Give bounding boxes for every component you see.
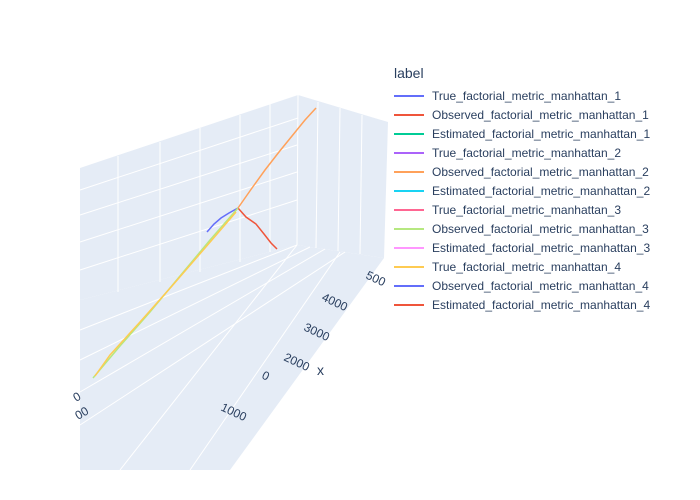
floor-pane — [80, 245, 384, 470]
legend-label: Observed_factorial_metric_manhattan_3 — [432, 221, 649, 236]
legend-entry[interactable]: Estimated_factorial_metric_manhattan_3 — [394, 238, 694, 257]
legend-entry[interactable]: True_factorial_metric_manhattan_2 — [394, 143, 694, 162]
gridline — [79, 251, 346, 426]
scene-gridlines — [79, 94, 363, 471]
gridline — [79, 248, 326, 393]
gridline — [79, 244, 298, 331]
legend-entry[interactable]: Observed_factorial_metric_manhattan_3 — [394, 219, 694, 238]
legend-entry[interactable]: Estimated_factorial_metric_manhattan_2 — [394, 181, 694, 200]
legend-swatch — [394, 113, 424, 116]
series-line-5 — [237, 107, 317, 209]
x-axis-title: x — [317, 362, 324, 378]
gridline — [79, 117, 299, 191]
legend-label: Estimated_factorial_metric_manhattan_2 — [432, 183, 651, 198]
legend-entry[interactable]: Observed_factorial_metric_manhattan_4 — [394, 276, 694, 295]
legend-label: True_factorial_metric_manhattan_3 — [432, 202, 621, 217]
legend-swatch — [394, 284, 424, 287]
legend-entry[interactable]: Estimated_factorial_metric_manhattan_4 — [394, 295, 694, 314]
right-pane — [297, 95, 388, 258]
gridline — [119, 244, 298, 471]
legend-swatch — [394, 303, 424, 306]
series-line-10 — [94, 211, 237, 377]
gridline — [79, 171, 298, 243]
legend-label: Observed_factorial_metric_manhattan_1 — [432, 107, 649, 122]
gridline — [79, 246, 311, 361]
legend-swatch — [394, 246, 424, 249]
partial-tick-left-2: 00 — [73, 404, 92, 423]
legend-label: Estimated_factorial_metric_manhattan_1 — [432, 126, 651, 141]
gridline — [79, 144, 298, 216]
legend-label: True_factorial_metric_manhattan_1 — [432, 88, 621, 103]
scene-panes — [80, 95, 388, 470]
legend-entry[interactable]: Observed_factorial_metric_manhattan_2 — [394, 162, 694, 181]
legend-label: True_factorial_metric_manhattan_2 — [432, 145, 621, 160]
gridline — [359, 114, 363, 255]
legend-label: Observed_factorial_metric_manhattan_2 — [432, 164, 649, 179]
legend-swatch — [394, 265, 424, 268]
legend-swatch — [394, 189, 424, 192]
legend-entry[interactable]: True_factorial_metric_manhattan_4 — [394, 257, 694, 276]
legend-swatch — [394, 94, 424, 97]
legend: label True_factorial_metric_manhattan_1 O… — [394, 64, 694, 314]
series-line-2 — [237, 207, 278, 250]
legend-label: Estimated_factorial_metric_manhattan_3 — [432, 240, 651, 255]
x-tick-label: 500 — [364, 268, 388, 289]
legend-entry[interactable]: Observed_factorial_metric_manhattan_1 — [394, 105, 694, 124]
legend-label: True_factorial_metric_manhattan_4 — [432, 259, 621, 274]
gridline — [337, 107, 341, 252]
legend-label: Observed_factorial_metric_manhattan_4 — [432, 278, 649, 293]
legend-swatch — [394, 170, 424, 173]
legend-title: label — [394, 65, 424, 81]
back-pane — [80, 95, 298, 300]
legend-label: Estimated_factorial_metric_manhattan_4 — [432, 297, 651, 312]
gridline — [315, 101, 319, 249]
legend-swatch — [394, 151, 424, 154]
legend-swatch — [394, 227, 424, 230]
legend-swatch — [394, 208, 424, 211]
legend-swatch — [394, 132, 424, 135]
gridline — [189, 251, 341, 471]
series-traces — [92, 107, 317, 379]
legend-entry[interactable]: True_factorial_metric_manhattan_3 — [394, 200, 694, 219]
legend-items: True_factorial_metric_manhattan_1 Observe… — [394, 86, 694, 314]
gridline — [296, 94, 299, 246]
gridline — [79, 199, 298, 271]
series-line-1 — [206, 207, 239, 233]
legend-entry[interactable]: Estimated_factorial_metric_manhattan_1 — [394, 124, 694, 143]
legend-entry[interactable]: True_factorial_metric_manhattan_1 — [394, 86, 694, 105]
